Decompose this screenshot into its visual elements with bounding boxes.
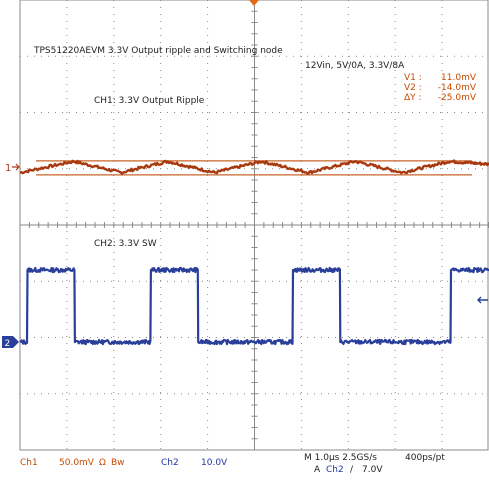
- cursor-v1-label: V1 :: [404, 73, 422, 83]
- ch1-name: Ch1: [20, 458, 38, 468]
- ch2-marker-tag: [2, 336, 13, 348]
- ch2-marker-tip-icon: [13, 336, 19, 348]
- waveform-traces: [19, 159, 489, 346]
- cursor-delta-row: ΔY : -25.0mV: [404, 93, 476, 103]
- cursor-delta-value: -25.0mV: [437, 93, 476, 103]
- trigger-slope: /: [350, 465, 354, 475]
- record-resolution: 400ps/pt: [405, 453, 445, 463]
- cursor-v2-row: V2 : -14.0mV: [404, 83, 476, 93]
- title-annotation: TPS51220AEVM 3.3V Output ripple and Swit…: [34, 46, 283, 56]
- ch1-marker-arrow-icon: [12, 163, 20, 171]
- cursor-v1-row: V1 : 11.0mV: [404, 73, 476, 83]
- trigger-prefix: A: [314, 465, 321, 475]
- timebase: M 1.0µs 2.5GS/s: [304, 453, 377, 463]
- trigger-level-arrow-icon: [477, 296, 488, 304]
- ch2-name: Ch2: [161, 458, 179, 468]
- ch1-marker-label: 1: [5, 163, 11, 174]
- ch2-marker-label: 2: [5, 339, 11, 349]
- ch1-scale: 50.0mV: [59, 458, 94, 468]
- graticule: [19, 0, 489, 451]
- status-bar: Ch1 50.0mV Ω Bw Ch2 10.0V M 1.0µs 2.5GS/…: [0, 450, 489, 483]
- cursor-delta-label: ΔY :: [404, 93, 422, 103]
- cursor-lines: [36, 160, 472, 176]
- trigger-position-icon: [249, 0, 259, 6]
- cursor-v1-value: 11.0mV: [441, 73, 476, 83]
- ch1-bandwidth: Bw: [111, 458, 125, 468]
- trigger-source: Ch2: [326, 465, 344, 475]
- ch1-coupling: Ω: [99, 458, 106, 468]
- cursor-v2-label: V2 :: [404, 83, 422, 93]
- conditions-annotation: 12Vin, 5V/0A, 3.3V/8A: [305, 61, 405, 71]
- ch2-scale: 10.0V: [201, 458, 228, 468]
- cursor-readout: V1 : 11.0mV V2 : -14.0mV ΔY : -25.0mV: [404, 73, 476, 103]
- ch1-label: CH1: 3.3V Output Ripple: [94, 96, 205, 106]
- ch2-switch-trace: [19, 266, 489, 346]
- channel-markers: 12: [2, 0, 488, 349]
- ch1-ripple-trace: [19, 159, 489, 175]
- cursor-v2-value: -14.0mV: [437, 83, 476, 93]
- ch2-label: CH2: 3.3V SW: [94, 239, 157, 249]
- trigger-level: 7.0V: [362, 465, 383, 475]
